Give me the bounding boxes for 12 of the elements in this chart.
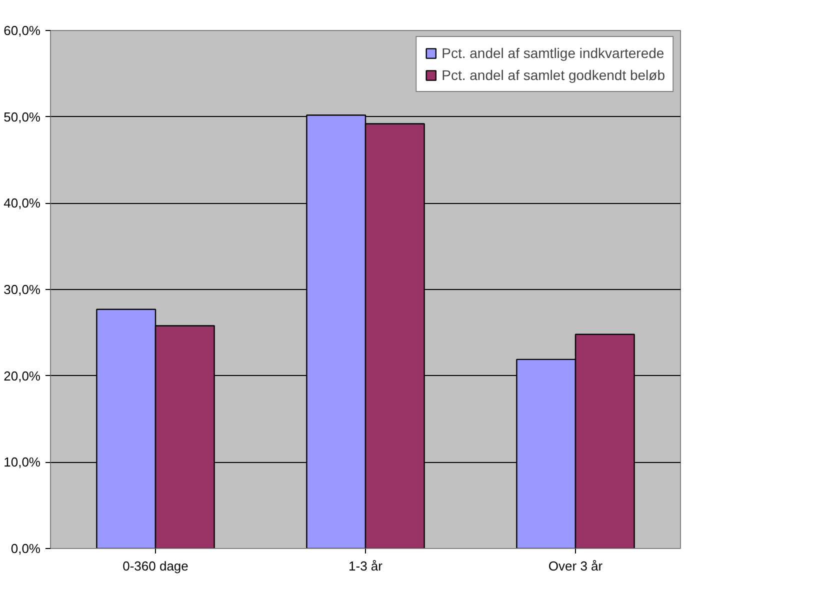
y-tick-label: 30,0% bbox=[4, 282, 41, 297]
x-tick-label: Over 3 år bbox=[548, 558, 604, 574]
x-tick-label: 1-3 år bbox=[348, 558, 384, 574]
y-tick-label: 20,0% bbox=[4, 368, 41, 384]
y-tick-label: 10,0% bbox=[4, 454, 41, 470]
legend-label: Pct. andel af samtlige indkvarterede bbox=[442, 45, 664, 61]
y-tick-label: 60,0% bbox=[4, 23, 41, 38]
y-tick-label: 0,0% bbox=[10, 541, 41, 556]
x-tick-label: 0-360 dage bbox=[122, 558, 188, 574]
y-tick-label: 50,0% bbox=[4, 109, 41, 124]
y-tick-label: 40,0% bbox=[4, 196, 41, 211]
legend-label: Pct. andel af samlet godkendt beløb bbox=[442, 67, 665, 83]
